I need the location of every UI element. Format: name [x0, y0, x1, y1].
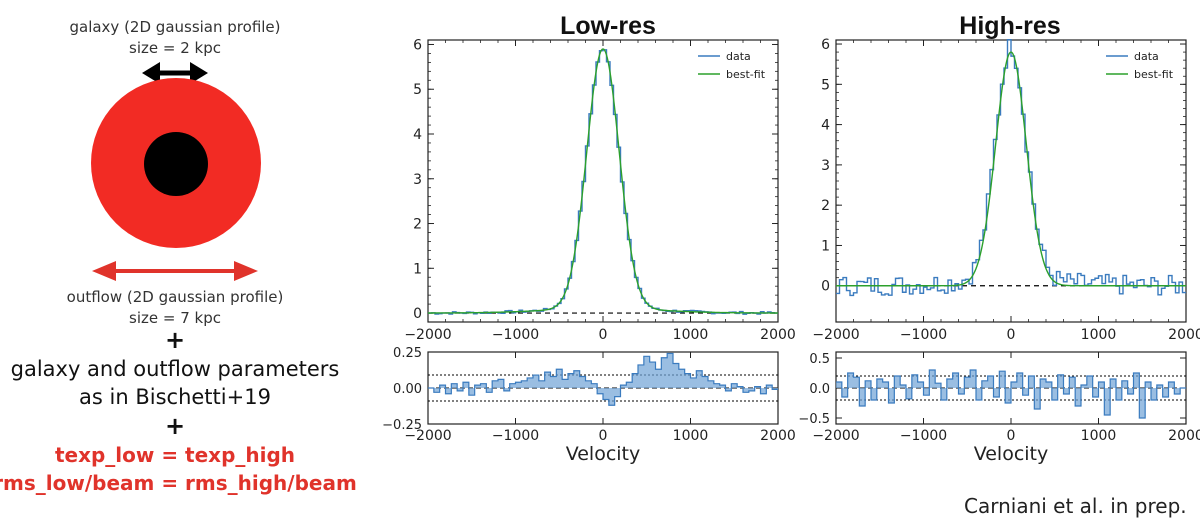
y-tick-label: 0 — [821, 279, 830, 295]
y-tick-label: 6 — [413, 37, 422, 53]
plus-sign-2: + — [164, 412, 186, 440]
x-tick-label: −2000 — [404, 327, 451, 343]
velocity-axis-label: Velocity — [974, 443, 1049, 465]
x-tick-label: 0 — [1007, 327, 1016, 343]
res-x-tick-label: 0 — [1007, 428, 1016, 444]
credit-text: Carniani et al. in prep. — [964, 494, 1187, 518]
res-y-tick-label: 0.25 — [393, 346, 422, 361]
galaxy-label-line2: size = 2 kpc — [129, 39, 221, 57]
y-tick-label: 4 — [821, 118, 830, 134]
best-fit-line — [427, 48, 779, 314]
y-tick-label: 3 — [413, 172, 422, 188]
x-tick-label: 1000 — [1081, 327, 1117, 343]
res-x-tick-label: 2000 — [760, 428, 796, 444]
legend-fit-label: best-fit — [726, 68, 766, 81]
params-line2: as in Bischetti+19 — [79, 385, 271, 409]
y-tick-label: 5 — [413, 82, 422, 98]
legend-fit-label: best-fit — [1134, 68, 1174, 81]
x-tick-label: 2000 — [1168, 327, 1200, 343]
res-x-tick-label: 1000 — [1081, 428, 1117, 444]
res-x-tick-label: 0 — [599, 428, 608, 444]
x-tick-label: 0 — [599, 327, 608, 343]
rms-equality: rms_low/beam = rms_high/beam — [0, 471, 357, 495]
x-tick-label: −1000 — [900, 327, 947, 343]
y-tick-label: 5 — [821, 77, 830, 93]
main-frame — [835, 39, 1187, 323]
plus-sign-1: + — [164, 326, 186, 354]
res-y-tick-label: 0.00 — [393, 382, 422, 397]
data-step-line — [836, 39, 1186, 297]
x-tick-label: 1000 — [673, 327, 709, 343]
res-x-tick-label: 1000 — [673, 428, 709, 444]
x-tick-label: −2000 — [812, 327, 859, 343]
res-y-tick-label: 0.5 — [809, 352, 830, 367]
res-y-tick-label: −0.25 — [382, 418, 422, 433]
x-tick-label: 2000 — [760, 327, 796, 343]
y-tick-label: 1 — [821, 238, 830, 254]
main-frame — [427, 39, 779, 323]
residual-step-line — [428, 352, 778, 406]
panel-title-low-res: Low-res — [560, 12, 656, 40]
best-fit-line — [836, 51, 1186, 287]
outflow-label-line2: size = 7 kpc — [129, 309, 221, 327]
y-tick-label: 6 — [821, 37, 830, 53]
galaxy-outflow-diagram — [91, 62, 261, 281]
res-x-tick-label: −1000 — [900, 428, 947, 444]
params-line1: galaxy and outflow parameters — [10, 357, 340, 381]
res-x-tick-label: −2000 — [404, 428, 451, 444]
legend-data-label: data — [726, 50, 751, 63]
galaxy-label-line1: galaxy (2D gaussian profile) — [69, 18, 281, 36]
panel-title-high-res: High-res — [959, 12, 1061, 40]
y-tick-label: 3 — [821, 158, 830, 174]
x-tick-label: −1000 — [492, 327, 539, 343]
res-y-tick-label: 0.0 — [809, 382, 830, 397]
y-tick-label: 2 — [413, 217, 422, 233]
galaxy-size-arrow — [142, 62, 208, 84]
res-x-tick-label: −1000 — [492, 428, 539, 444]
outflow-size-arrow — [92, 261, 258, 281]
residual-step-line — [836, 369, 1186, 419]
res-y-tick-label: −0.5 — [798, 412, 830, 427]
y-tick-label: 1 — [413, 261, 422, 277]
res-x-tick-label: −2000 — [812, 428, 859, 444]
y-tick-label: 0 — [413, 306, 422, 322]
legend-data-label: data — [1134, 50, 1159, 63]
texp-equality: texp_low = texp_high — [54, 443, 296, 467]
galaxy-core — [144, 132, 208, 196]
res-x-tick-label: 2000 — [1168, 428, 1200, 444]
outflow-label-line1: outflow (2D gaussian profile) — [66, 288, 284, 306]
y-tick-label: 4 — [413, 127, 422, 143]
velocity-axis-label: Velocity — [566, 443, 641, 465]
data-step-line — [428, 49, 778, 315]
y-tick-label: 2 — [821, 198, 830, 214]
